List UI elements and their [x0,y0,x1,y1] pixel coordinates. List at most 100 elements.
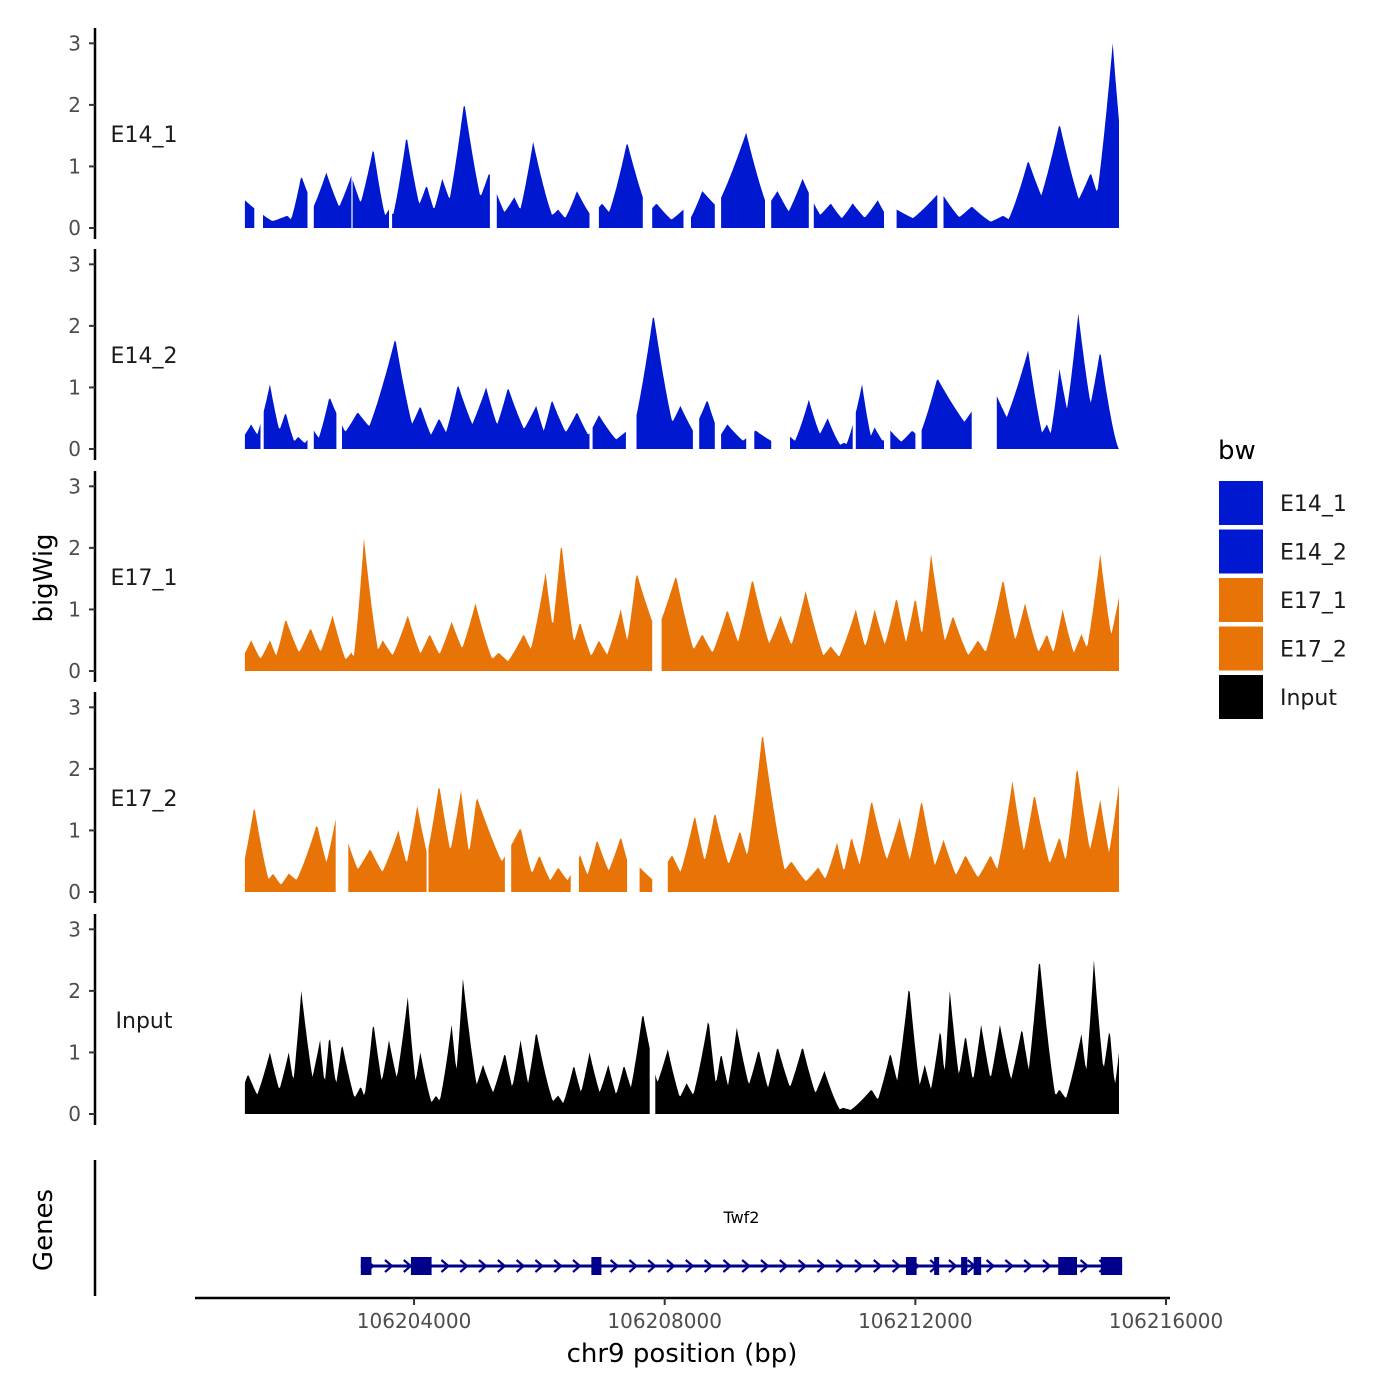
gene-track-title: Genes [29,1189,59,1271]
coverage-area-E14_2 [636,317,693,449]
coverage-area-E14_2 [699,401,715,449]
gene-strand-arrow [873,1259,883,1273]
coverage-area-E14_1 [598,144,643,228]
coverage-area-E14_2 [263,384,308,449]
coverage-area-E17_2 [667,736,1119,892]
coverage-tracks: E14_1 E14_2 E17_1 E17_2 Input [111,43,1119,1114]
gene-strand-arrow [647,1259,657,1273]
track-label-E17_2: E17_2 [111,787,178,812]
y-axis-title: bigWig [29,533,59,622]
gene-strand-arrow [816,1259,827,1273]
gene-name-label: Twf2 [722,1208,759,1227]
coverage-area-Input [655,960,1119,1114]
y-tick-label: 3 [68,474,81,498]
coverage-area-Input [244,978,650,1114]
gene-strand-arrow [459,1259,469,1273]
gene-strand-arrow [497,1259,507,1273]
gene-strand-arrow [985,1259,996,1273]
gene-strand-arrow [666,1259,676,1273]
gene-strand-arrow [403,1259,413,1273]
gene-strand-arrow [1004,1259,1015,1273]
y-tick-label: 2 [68,757,81,781]
gene-strand-arrow [685,1259,695,1273]
coverage-series-E17_2 [244,736,1119,892]
gene-strand-arrow [760,1259,770,1273]
coverage-area-E14_2 [244,423,261,449]
gene-exon [934,1257,940,1275]
gene-exon [360,1257,372,1275]
gene-strand-arrow [609,1259,620,1273]
coverage-area-E14_1 [771,178,809,228]
y-tick-label: 3 [68,252,81,276]
coverage-series-Input [244,960,1119,1114]
coverage-area-E14_1 [721,132,765,228]
gene-track [360,1257,1123,1275]
gene-strand-arrow [779,1259,789,1273]
y-tick-label: 1 [68,154,81,178]
y-tick-label: 1 [68,597,81,621]
coverage-area-E14_2 [790,399,853,449]
y-tick-label: 0 [68,1102,81,1126]
coverage-area-E17_2 [511,828,571,892]
y-tick-label: 2 [68,93,81,117]
coverage-area-E14_1 [943,43,1119,228]
legend-label-E14_1: E14_1 [1280,492,1347,517]
gene-exon [905,1257,917,1275]
x-axis-title: chr9 position (bp) [567,1339,798,1369]
coverage-area-E14_2 [721,424,747,449]
gene-strand-arrow [722,1259,733,1273]
legend: bw E14_1 E14_2 E17_1 E17_2 Input [1218,436,1347,719]
coverage-area-E14_2 [921,379,972,449]
gene-strand-arrow [534,1259,545,1273]
track-label-Input: Input [116,1009,173,1034]
legend-swatch-E14_1 [1219,481,1263,525]
y-tick-label: 3 [68,31,81,55]
track-label-E14_2: E14_2 [111,344,178,369]
coverage-area-E14_1 [652,204,684,228]
legend-label-E14_2: E14_2 [1280,541,1347,566]
gene-strand-arrow [741,1259,751,1273]
gene-strand-arrow [553,1259,563,1273]
coverage-area-E14_2 [855,384,884,449]
coverage-area-E14_1 [352,151,389,228]
coverage-area-E14_2 [342,340,590,449]
gene-strand-arrow [835,1259,845,1273]
coverage-area-E14_1 [896,194,938,228]
gene-strand-arrow [948,1259,958,1273]
legend-swatch-E14_2 [1219,529,1263,574]
coverage-area-E17_2 [639,867,653,892]
gene-strand-arrow [384,1259,394,1273]
legend-label-E17_1: E17_1 [1280,589,1347,614]
gene-strand-arrow [854,1259,864,1273]
gene-strand-arrow [515,1259,526,1273]
coverage-series-E17_1 [244,538,1119,671]
coverage-area-E14_2 [313,398,337,449]
legend-title: bw [1218,436,1256,466]
y-tick-label: 2 [68,314,81,338]
track-label-E14_1: E14_1 [111,123,178,148]
gene-exon [973,1257,982,1275]
coverage-area-E17_1 [661,554,1119,671]
gene-strand-arrow [797,1259,808,1273]
gene-strand-arrow [891,1259,902,1273]
y-tick-label: 2 [68,979,81,1003]
coverage-area-E17_1 [244,538,653,671]
legend-swatch-Input [1219,675,1263,719]
y-tick-label: 2 [68,536,81,560]
coverage-area-E14_2 [592,415,626,449]
gene-strand-arrow [703,1259,714,1273]
coverage-series-E14_1 [244,43,1119,228]
gene-exon [1100,1257,1123,1275]
coverage-area-E14_2 [754,430,772,449]
y-tick-label: 3 [68,695,81,719]
coverage-area-E17_2 [428,788,505,892]
gene-strand-arrow [628,1259,639,1273]
gene-strand-arrow [572,1259,582,1273]
coverage-area-E14_1 [813,200,884,228]
x-tick-label: 106204000 [357,1309,472,1333]
x-tick-label: 106208000 [607,1309,722,1333]
coverage-area-E17_2 [348,805,427,892]
coverage-area-E14_1 [244,200,255,228]
gene-strand-arrow [478,1259,488,1273]
